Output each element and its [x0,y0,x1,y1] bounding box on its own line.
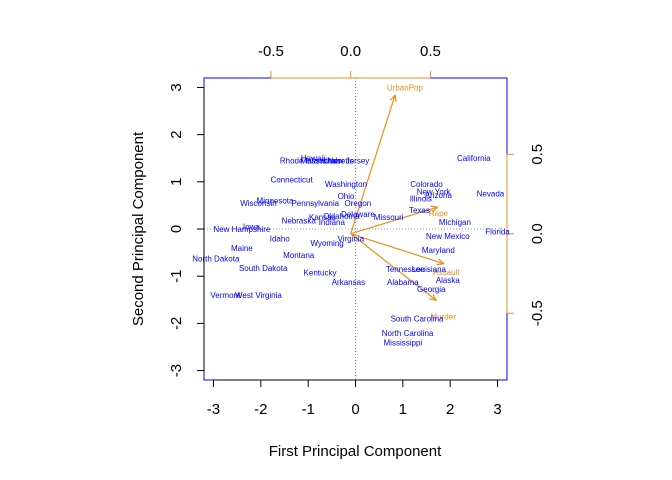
state-label: Alabama [387,278,419,287]
state-label: New Mexico [426,232,470,241]
state-label: Nevada [477,190,505,199]
loading-arrow [350,233,437,301]
state-label: Idaho [270,234,291,243]
y-tick-label: 0 [168,225,185,233]
loading-x-tick-label: 0.0 [340,43,361,60]
state-label: Washington [325,180,367,189]
state-label: Montana [283,251,315,260]
state-label: Mississippi [384,338,423,347]
state-label: Georgia [417,285,446,294]
state-label: Minnesota [257,197,294,206]
state-label: Maine [231,244,253,253]
loading-arrowhead [430,205,439,213]
state-label: Maryland [422,246,455,255]
state-label: New Jersey [328,157,370,166]
state-label: Massachusetts [300,157,353,166]
zero-lines [204,78,507,380]
state-label: Texas [409,206,430,215]
state-label: Oklahoma [323,212,360,221]
state-label: Arizona [425,191,453,200]
state-label: Illinois [410,194,432,203]
x-tick-label: 2 [446,401,454,418]
loading-x-axis: -0.5 0.0 0.5 [258,43,441,79]
y-tick-label: 1 [168,178,185,186]
state-label: New York [417,187,452,196]
state-label: Rhode Island [280,157,327,166]
state-label: Wisconsin [240,199,276,208]
x-tick-label: 3 [493,401,501,418]
state-label: South Carolina [391,315,444,324]
y-axis-title: Second Principal Component [130,131,147,326]
state-label: Delaware [341,210,375,219]
loading-label: Assault [433,268,460,277]
state-label: Pennsylvania [291,199,339,208]
x-tick-label: -1 [301,401,314,418]
state-label: New Hampshire [213,225,270,234]
state-label: Nebraska [282,217,317,226]
state-label: Colorado [410,180,443,189]
loading-label: Murder [431,312,457,321]
state-label: Tennessee [386,265,425,274]
x-tick-label: 1 [399,401,407,418]
loading-arrows: UrbanPop Rape Assault Murder [350,84,460,321]
loading-arrowhead [429,293,438,302]
y-tick-label: -2 [168,317,185,330]
state-label: Arkansas [332,278,365,287]
x-tick-label: 0 [351,401,359,418]
y-tick-label: 3 [168,83,185,91]
x-axis-title: First Principal Component [269,443,442,460]
loading-y-tick-label: -0.5 [529,300,546,326]
y-tick-label: 2 [168,130,185,138]
state-label: Indiana [319,218,346,227]
state-label: California [457,154,491,163]
x-axis: -3 -2 -1 0 1 2 3 [207,379,502,418]
state-label: North Dakota [192,254,240,263]
state-label: Alaska [436,276,461,285]
loading-arrowhead [389,93,397,103]
state-label: Missouri [374,213,404,222]
state-label: Michigan [439,218,471,227]
state-label: Louisiana [412,265,447,274]
loading-arrowhead [436,258,446,266]
state-label: Wyoming [310,239,343,248]
loading-x-tick-label: -0.5 [258,43,284,60]
state-label: South Dakota [239,264,288,273]
loading-arrow [350,206,438,235]
loading-label: Rape [429,209,449,218]
state-label: Vermont [210,291,241,300]
state-label: Utah [323,157,340,166]
y-axis: -3 -2 -1 0 1 2 3 [168,83,205,377]
y-tick-label: -1 [168,270,185,283]
loading-label: UrbanPop [387,84,424,93]
loading-arrow [350,233,444,265]
loading-arrow [350,94,396,234]
loading-y-tick-label: 0.5 [529,144,546,165]
state-label: Iowa [243,223,260,232]
y-tick-label: -3 [168,364,185,377]
x-tick-label: -2 [254,401,267,418]
state-label: Connecticut [270,175,313,184]
loading-x-tick-label: 0.5 [420,43,441,60]
state-label: Virginia [337,234,364,243]
loading-y-axis: -0.5 0.0 0.5 [506,144,546,326]
state-label: West Virginia [235,291,282,300]
loading-y-tick-label: 0.0 [529,223,546,244]
state-label: Kansas [309,213,336,222]
state-label: Ohio [338,192,355,201]
state-label: Kentucky [304,268,337,277]
state-label: Oregon [345,199,372,208]
state-label: Florida [485,227,510,236]
x-tick-label: -3 [207,401,220,418]
state-label: Hawaii [301,154,325,163]
state-label: North Carolina [382,329,434,338]
